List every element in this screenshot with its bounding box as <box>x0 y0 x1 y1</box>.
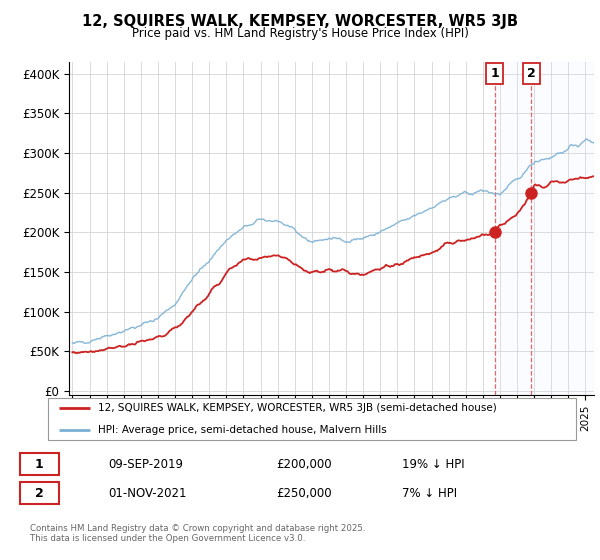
FancyBboxPatch shape <box>19 482 59 505</box>
Text: Price paid vs. HM Land Registry's House Price Index (HPI): Price paid vs. HM Land Registry's House … <box>131 27 469 40</box>
FancyBboxPatch shape <box>19 454 59 475</box>
Text: £250,000: £250,000 <box>276 487 332 500</box>
FancyBboxPatch shape <box>48 398 576 440</box>
Text: 2: 2 <box>35 487 43 500</box>
Text: 2: 2 <box>527 67 536 80</box>
Text: 19% ↓ HPI: 19% ↓ HPI <box>402 458 464 471</box>
Text: £200,000: £200,000 <box>276 458 332 471</box>
Text: HPI: Average price, semi-detached house, Malvern Hills: HPI: Average price, semi-detached house,… <box>98 426 387 435</box>
Bar <box>494 62 594 395</box>
Text: 09-SEP-2019: 09-SEP-2019 <box>108 458 183 471</box>
Text: 01-NOV-2021: 01-NOV-2021 <box>108 487 187 500</box>
Text: 1: 1 <box>490 67 499 80</box>
Text: 12, SQUIRES WALK, KEMPSEY, WORCESTER, WR5 3JB (semi-detached house): 12, SQUIRES WALK, KEMPSEY, WORCESTER, WR… <box>98 403 497 413</box>
Text: 1: 1 <box>35 458 43 471</box>
Text: 7% ↓ HPI: 7% ↓ HPI <box>402 487 457 500</box>
Text: 12, SQUIRES WALK, KEMPSEY, WORCESTER, WR5 3JB: 12, SQUIRES WALK, KEMPSEY, WORCESTER, WR… <box>82 14 518 29</box>
Text: Contains HM Land Registry data © Crown copyright and database right 2025.
This d: Contains HM Land Registry data © Crown c… <box>30 524 365 543</box>
